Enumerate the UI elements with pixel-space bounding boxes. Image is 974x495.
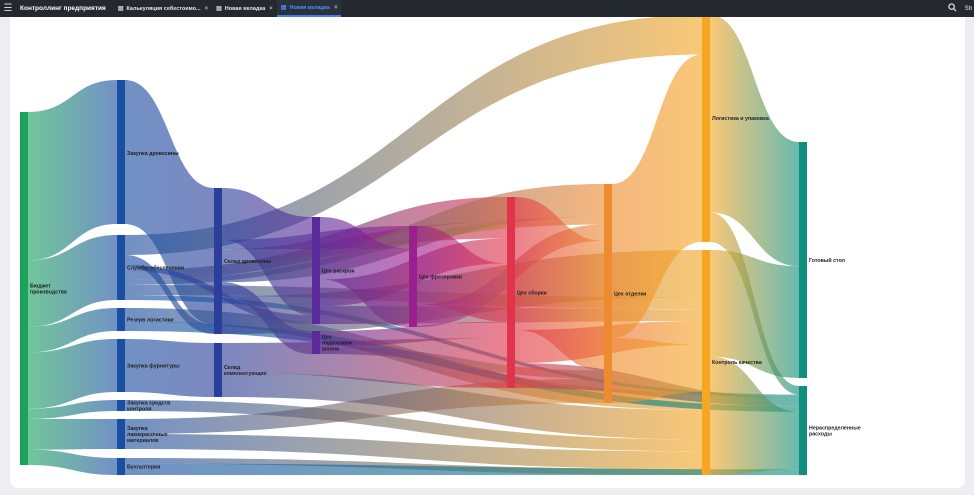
sankey-link-budget-fittings[interactable] — [28, 339, 117, 409]
sankey-node-finishing[interactable] — [604, 184, 612, 403]
sankey-link-qc-table[interactable] — [710, 250, 799, 378]
sankey-link-pack-table[interactable] — [710, 17, 799, 267]
sankey-link-lacquer-qc[interactable] — [125, 434, 702, 470]
close-icon[interactable]: × — [204, 5, 209, 12]
sankey-node-label-assembly: Цех сборки — [517, 290, 547, 297]
sankey-link-budget-services[interactable] — [28, 235, 117, 327]
sankey-node-fittings[interactable] — [117, 339, 125, 392]
tab-costing[interactable]: ▤ Калькуляция себестоимо... × — [114, 0, 212, 17]
sankey-node-prep[interactable] — [312, 331, 320, 354]
sankey-node-milling[interactable] — [409, 226, 417, 327]
sankey-node-label-prep: Цех подготовки шпона — [322, 335, 352, 353]
sankey-node-control_means[interactable] — [117, 400, 125, 411]
sankey-link-lacquer-finishing[interactable] — [125, 378, 604, 434]
sankey-node-label-finishing: Цех отделки — [614, 292, 646, 298]
tab-new-2[interactable]: ▤ Новая вкладка × — [276, 0, 342, 17]
sankey-node-accounting[interactable] — [117, 458, 125, 475]
sankey-link-comp_store-assembly[interactable] — [222, 338, 507, 388]
app-title: Контроллинг предприятия — [20, 5, 106, 12]
sankey-node-label-control_means: Закупка средств контроля — [127, 401, 171, 413]
sankey-node-wood_buy[interactable] — [117, 80, 125, 224]
close-icon[interactable]: × — [269, 5, 273, 12]
sankey-link-prep-assembly[interactable] — [320, 321, 507, 347]
sankey-node-label-fittings: Закупка фурнитуры — [127, 363, 180, 370]
sankey-node-label-wood_buy: Закупка древесины — [127, 151, 179, 157]
sankey-node-label-unalloc: Нераспределенные расходы — [809, 426, 861, 438]
sankey-link-cutting-milling[interactable] — [320, 217, 409, 327]
sankey-node-comp_store[interactable] — [214, 343, 222, 397]
top-bar: ☰ Контроллинг предприятия ▤ Калькуляция … — [0, 0, 974, 17]
sankey-node-table[interactable] — [799, 142, 807, 378]
sankey-node-label-comp_store: Склад комплектующих — [224, 365, 267, 377]
sankey-node-services[interactable] — [117, 235, 125, 300]
sankey-node-lacquer[interactable] — [117, 419, 125, 449]
sankey-node-wood_store[interactable] — [214, 188, 222, 334]
sankey-node-logistics_res[interactable] — [117, 308, 125, 331]
sankey-node-label-wood_store: Склад древесины — [224, 259, 272, 265]
sankey-node-label-budget: Бюджет производства — [30, 284, 67, 296]
labels-layer: Бюджет производства Закупка древесины Служб… — [30, 116, 861, 471]
sankey-link-assembly-finishing[interactable] — [515, 197, 604, 371]
sankey-node-label-logistics_res: Резерв логистики — [127, 318, 174, 324]
sankey-node-qc[interactable] — [702, 250, 710, 475]
sankey-link-accounting-unalloc[interactable] — [125, 463, 799, 475]
sankey-link-services-pack[interactable] — [125, 17, 702, 255]
menu-icon[interactable]: ☰ — [3, 3, 13, 14]
sankey-node-label-qc: Контроль качества — [712, 360, 762, 366]
sankey-node-budget[interactable] — [20, 112, 28, 465]
sankey-node-label-services: Службы обеспечения — [127, 265, 184, 272]
tab-new-1[interactable]: ▤ Новая вкладка × — [212, 0, 277, 17]
sankey-node-assembly[interactable] — [507, 197, 515, 388]
sankey-link-finishing-qc[interactable] — [612, 338, 702, 403]
sankey-node-unalloc[interactable] — [799, 386, 807, 475]
search-icon[interactable] — [942, 3, 963, 14]
tab-label: Калькуляция себестоимо... — [126, 5, 201, 12]
sankey-link-wood_buy-wood_store[interactable] — [125, 80, 214, 325]
sankey-node-label-milling: Цех фрезеровки — [419, 274, 462, 281]
document-icon: ▤ — [117, 6, 124, 12]
nodes-layer — [20, 17, 807, 475]
sankey-node-cutting[interactable] — [312, 217, 320, 324]
sankey-node-label-pack: Логистика и упаковка — [712, 116, 769, 122]
sankey-link-fittings-comp_store[interactable] — [125, 339, 214, 397]
close-icon[interactable]: × — [333, 4, 338, 11]
tab-label: Новая вкладка — [289, 4, 330, 11]
sankey-node-pack[interactable] — [702, 17, 710, 242]
sankey-link-comp_store-qc[interactable] — [222, 372, 702, 440]
chart-panel: Бюджет производства Закупка древесины Служб… — [10, 17, 965, 488]
sankey-link-budget-wood_buy[interactable] — [28, 80, 117, 261]
sankey-node-label-accounting: Бухгалтерия — [127, 465, 160, 471]
document-icon: ▤ — [280, 5, 287, 11]
tab-label: Новая вкладка — [224, 5, 266, 12]
document-icon: ▤ — [216, 6, 222, 12]
sankey-link-finishing-pack[interactable] — [612, 54, 702, 339]
sankey-node-label-cutting: Цех раскроя — [322, 269, 355, 275]
sankey-chart: Бюджет производства Закупка древесины Служб… — [20, 17, 861, 475]
user-avatar[interactable]: Sb — [964, 5, 972, 12]
sankey-link-budget-logistics_res[interactable] — [28, 308, 117, 353]
sankey-link-budget-control_means[interactable] — [28, 400, 117, 419]
sankey-link-qc-unalloc[interactable] — [710, 356, 799, 475]
sankey-link-budget-accounting[interactable] — [28, 449, 117, 475]
sankey-node-label-table: Готовый стол — [809, 257, 845, 264]
sankey-node-label-lacquer: Закупка лакокрасочных материалов — [127, 426, 168, 444]
sankey-link-budget-lacquer[interactable] — [28, 418, 117, 450]
